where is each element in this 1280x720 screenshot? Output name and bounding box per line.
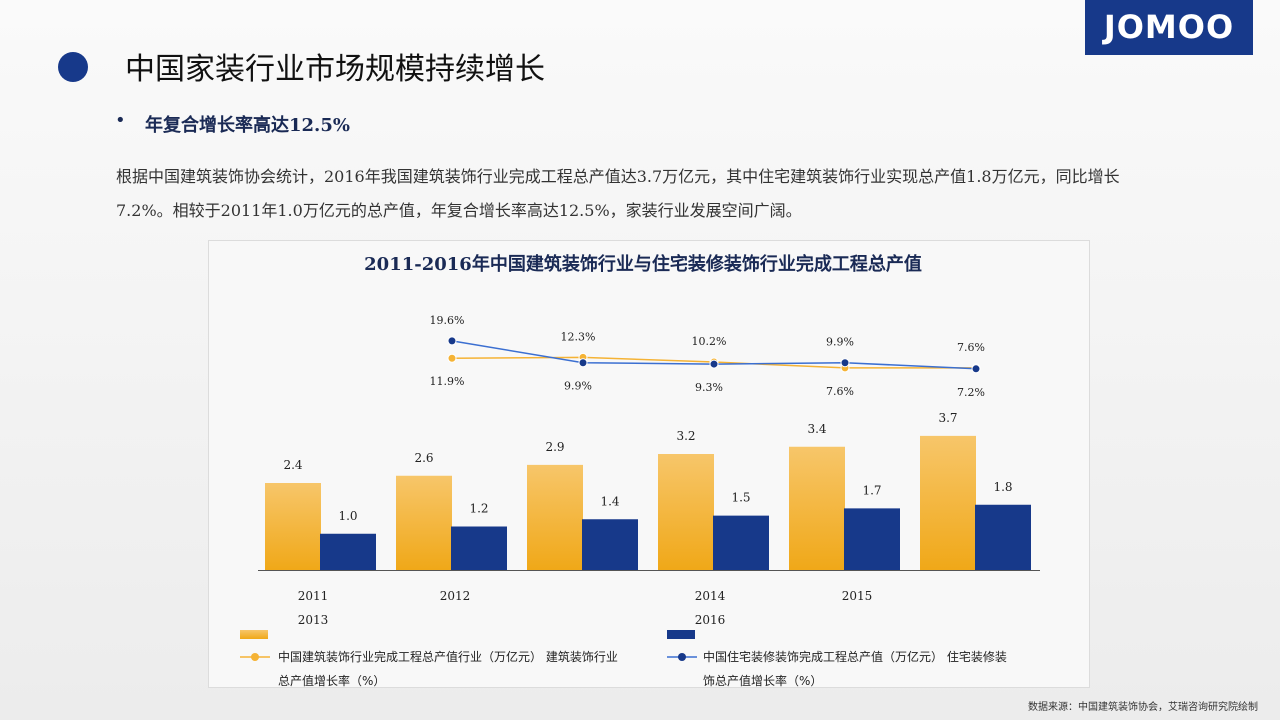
data-label: 19.6% [430,314,465,327]
slide-title: 中国家装行业市场规模持续增长 [125,52,545,87]
data-label: 7.6% [957,341,985,354]
data-label: 1.5 [731,491,750,505]
bar [658,454,714,570]
bar [844,508,900,570]
legend-marker [678,653,686,661]
legend-entry: 中国建筑装饰行业完成工程总产值行业（万亿元） [278,650,543,664]
bar [527,464,583,570]
data-label: 2.6 [414,451,433,465]
x-tick-label: 2012 [440,589,471,603]
bar [320,533,376,570]
data-label: 7.2% [957,386,985,399]
data-label: 2.9 [545,440,564,454]
legend-entry: 建筑装饰行业总产值增长率（%） [278,650,618,688]
line-marker [447,336,457,346]
legend-text: 中国住宅装修装饰完成工程总产值（万亿元） 住宅装修装饰总产值增长率（%） [703,645,1013,693]
data-label: 3.7 [938,411,957,425]
data-label: 10.2% [692,335,727,348]
bar [713,515,769,570]
x-tick-label: 2014 [695,589,726,603]
source: 数据来源：中国建筑装饰协会，艾瑞咨询研究院绘制 [1028,702,1258,713]
line-marker [971,364,981,374]
x-tick-label: 2016 [695,613,726,627]
data-label: 3.4 [807,422,826,436]
data-label: 7.6% [826,385,854,398]
bar [396,475,452,570]
data-label: 9.3% [695,381,723,394]
x-tick-label: 2015 [842,589,873,603]
bullet: 年复合增长率高达12.5% [145,115,350,136]
data-label: 9.9% [826,336,854,349]
data-label: 1.0 [338,509,357,523]
data-label: 2.4 [283,458,302,472]
x-tick-label: 2011 [298,589,329,603]
bar [920,435,976,570]
bar [582,519,638,570]
legend-swatch [667,630,695,639]
bar [975,504,1031,570]
bullet-dot: • [115,110,126,131]
data-label: 1.2 [469,502,488,516]
paragraph: 根据中国建筑装饰协会统计，2016年我国建筑装饰行业完成工程总产值达3.7万亿元… [116,167,1120,220]
title-dot [58,52,88,82]
bar [265,483,321,570]
x-tick-label: 2013 [298,613,329,627]
data-label: 12.3% [561,330,596,343]
data-label: 3.2 [676,429,695,443]
legend-text: 中国建筑装饰行业完成工程总产值行业（万亿元） 建筑装饰行业总产值增长率（%） [278,645,628,693]
line-marker [447,353,457,363]
logo: JOMOO [1085,0,1253,55]
legend-marker [251,653,259,661]
data-label: 1.7 [862,483,881,497]
legend-swatch [240,630,268,639]
data-label: 11.9% [430,375,465,388]
bar [789,446,845,570]
line-marker [578,358,588,368]
legend-entry: 住宅装修装饰总产值增长率（%） [703,650,1007,688]
data-label: 1.8 [993,480,1012,494]
legend-entry: 中国住宅装修装饰完成工程总产值（万亿元） [703,650,944,664]
data-label: 9.9% [564,380,592,393]
bar [451,526,507,570]
chart-title: 2011-2016年中国建筑装饰行业与住宅装修装饰行业完成工程总产值 [364,253,922,275]
line-marker [840,358,850,368]
line-marker [709,359,719,369]
data-label: 1.4 [600,494,619,508]
